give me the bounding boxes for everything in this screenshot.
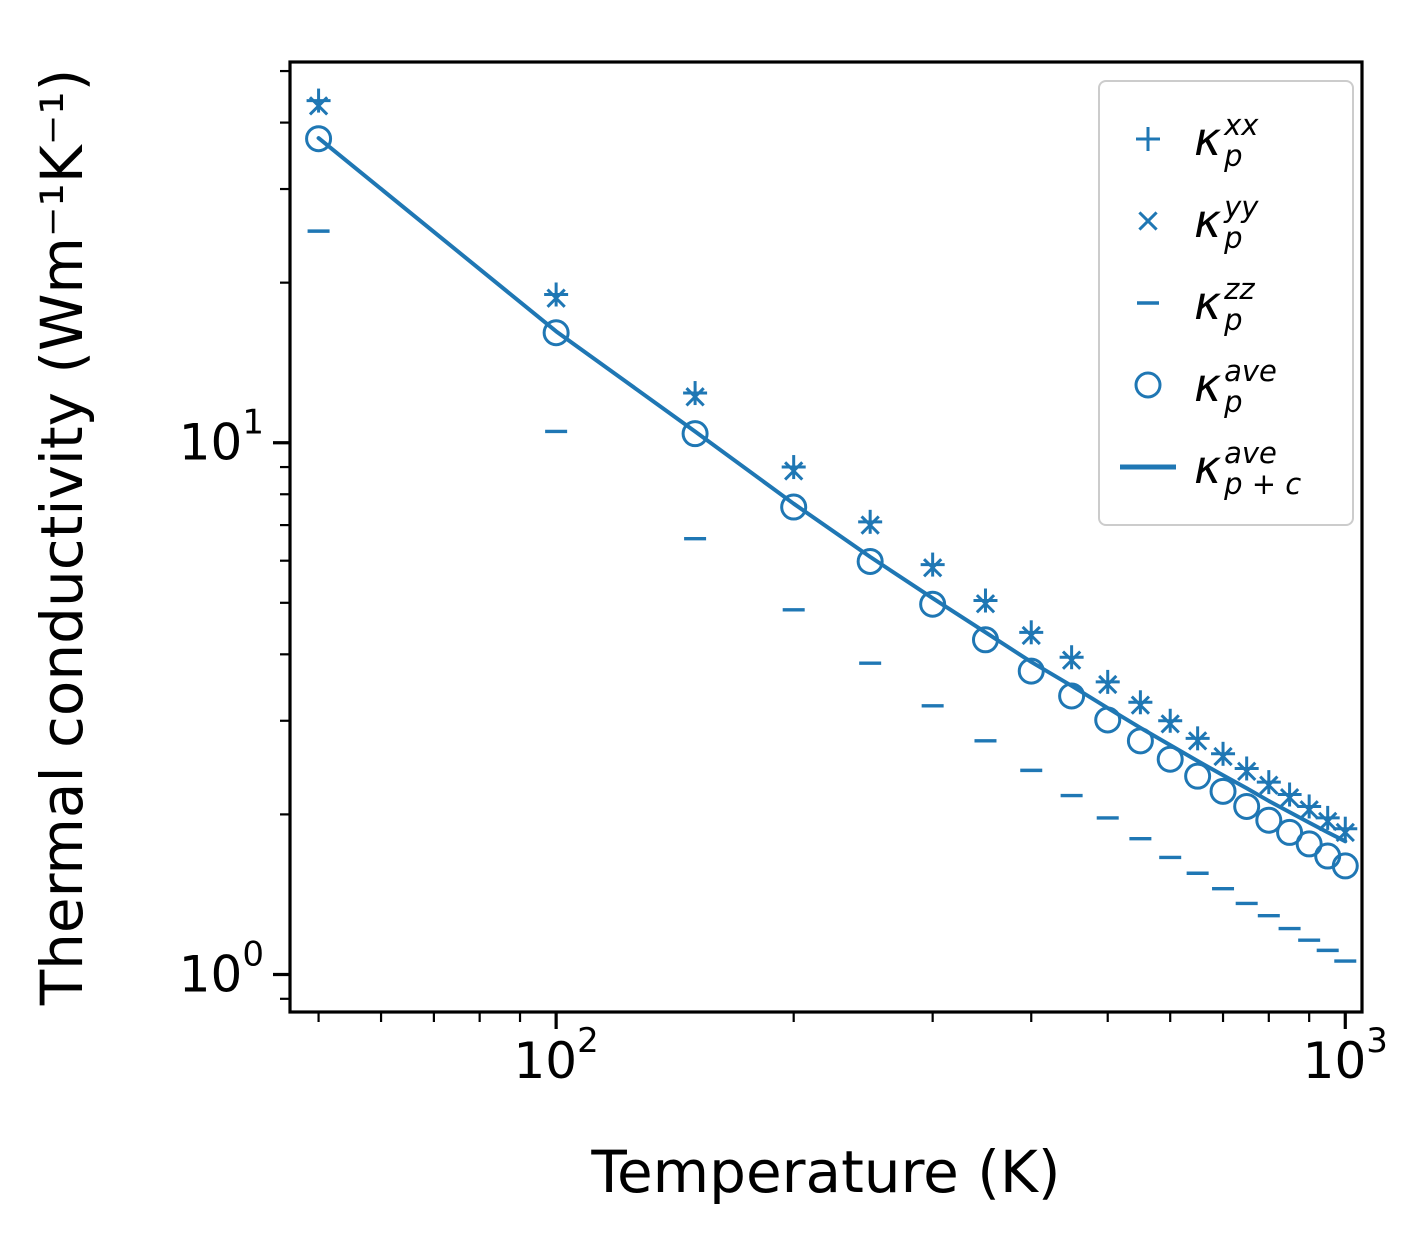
series-kappa-p-ave xyxy=(305,125,1359,880)
series-kappa-p-xx xyxy=(306,88,1358,841)
y-tick-label: 101 xyxy=(179,403,264,472)
legend-entry: κ zz p xyxy=(1116,266,1340,340)
series-kappa-p-plus-c-ave xyxy=(316,136,1348,844)
series-kappa-p-yy xyxy=(308,96,1355,843)
y-axis-label: Thermal conductivity (Wm⁻¹K⁻¹) xyxy=(28,69,96,1007)
y-tick-label: 100 xyxy=(179,934,264,1003)
legend-entry: κ ave p + c xyxy=(1116,430,1340,504)
plot-spines xyxy=(288,60,1364,1014)
legend-entry: κ yy p xyxy=(1116,184,1340,258)
legend-entry: κ xx p xyxy=(1116,102,1340,176)
hline-marker-icon xyxy=(1116,279,1180,327)
line-marker-icon xyxy=(1116,443,1180,491)
legend-entry: κ ave p xyxy=(1116,348,1340,422)
x-tick-label: 103 xyxy=(1303,1021,1388,1090)
legend: κ xx p κ yy p κ zz p κ ave p κ ave p + c xyxy=(1098,80,1354,526)
legend-label: κ xx p xyxy=(1194,107,1259,173)
legend-label: κ ave p xyxy=(1194,353,1277,419)
legend-label: κ zz p xyxy=(1194,271,1255,337)
x-marker-icon xyxy=(1116,197,1180,245)
legend-label: κ yy p xyxy=(1194,189,1259,255)
series-kappa-p-zz xyxy=(307,229,1357,963)
x-axis-label: Temperature (K) xyxy=(590,1138,1060,1206)
circle-marker-icon xyxy=(1116,361,1180,409)
plus-marker-icon xyxy=(1116,115,1180,163)
legend-label: κ ave p + c xyxy=(1194,435,1302,501)
x-tick-label: 102 xyxy=(514,1021,599,1090)
